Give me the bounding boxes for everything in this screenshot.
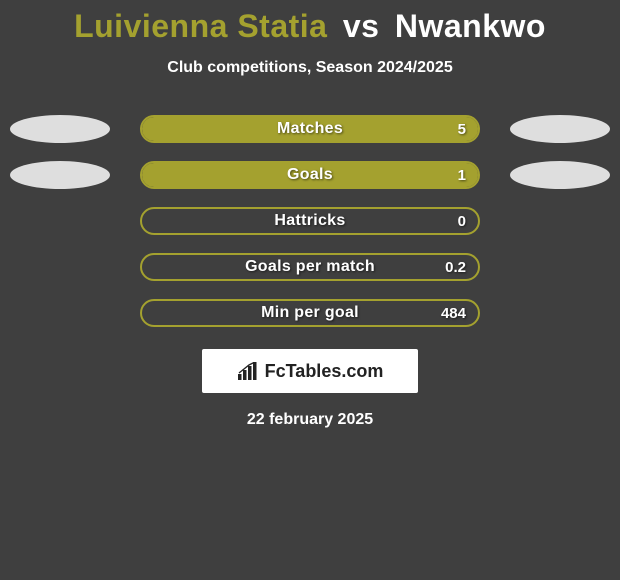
decoration-ellipse-right	[510, 115, 610, 143]
stat-row: Hattricks0	[0, 207, 620, 235]
decoration-ellipse-left	[10, 115, 110, 143]
stat-label: Min per goal	[142, 301, 478, 325]
title-player1: Luivienna Statia	[74, 8, 327, 44]
stat-bar: Hattricks0	[140, 207, 480, 235]
title-player2: Nwankwo	[395, 8, 546, 44]
stat-row: Min per goal484	[0, 299, 620, 327]
logo-box[interactable]: FcTables.com	[202, 349, 418, 393]
stat-row: Goals1	[0, 161, 620, 189]
page-title: Luivienna Statia vs Nwankwo	[74, 8, 546, 45]
stat-bar: Min per goal484	[140, 299, 480, 327]
stat-label: Matches	[142, 117, 478, 141]
stat-bar: Matches5	[140, 115, 480, 143]
stat-value: 0	[458, 209, 466, 233]
stat-label: Goals	[142, 163, 478, 187]
bar-chart-icon	[237, 362, 259, 380]
stat-rows: Matches5Goals1Hattricks0Goals per match0…	[0, 115, 620, 327]
stat-value: 484	[441, 301, 466, 325]
stat-value: 5	[458, 117, 466, 141]
stat-bar: Goals1	[140, 161, 480, 189]
stat-bar: Goals per match0.2	[140, 253, 480, 281]
stat-value: 0.2	[445, 255, 466, 279]
stat-value: 1	[458, 163, 466, 187]
decoration-ellipse-right	[510, 161, 610, 189]
stat-label: Goals per match	[142, 255, 478, 279]
logo-text: FcTables.com	[265, 361, 384, 382]
date-text: 22 february 2025	[247, 411, 373, 429]
stat-label: Hattricks	[142, 209, 478, 233]
stat-row: Goals per match0.2	[0, 253, 620, 281]
subtitle: Club competitions, Season 2024/2025	[167, 59, 452, 77]
stat-row: Matches5	[0, 115, 620, 143]
title-vs: vs	[343, 8, 380, 44]
decoration-ellipse-left	[10, 161, 110, 189]
